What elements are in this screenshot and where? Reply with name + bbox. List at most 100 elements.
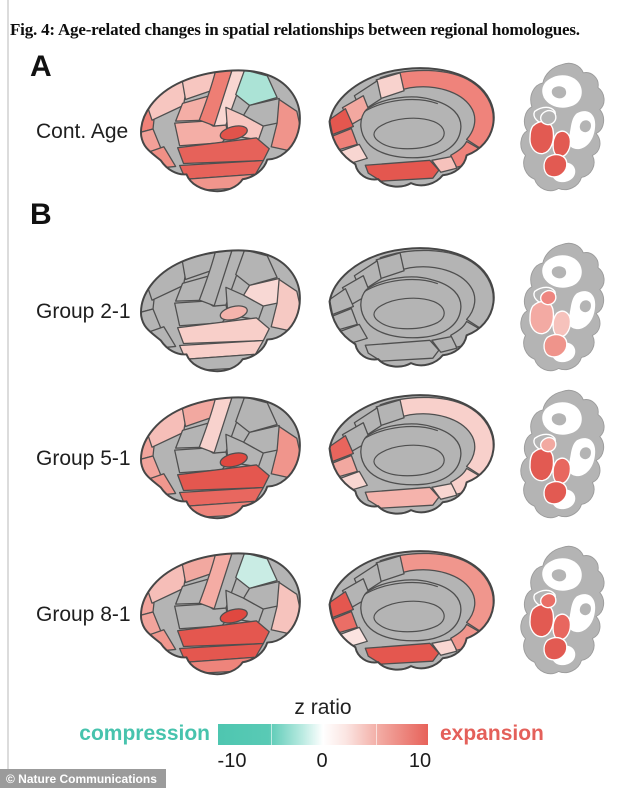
superior-parietal-region bbox=[235, 397, 278, 434]
inferior-parietal-region bbox=[242, 277, 288, 307]
coronal-slice-view bbox=[520, 545, 605, 675]
lateral-brain-view bbox=[140, 69, 301, 193]
coronal-slice-view bbox=[520, 389, 605, 519]
entorhinal-region bbox=[431, 155, 458, 173]
entorhinal-region bbox=[431, 638, 458, 656]
fusiform-region bbox=[364, 339, 440, 362]
slice-gray-island bbox=[550, 84, 568, 100]
hippocampus-blob-region bbox=[543, 636, 568, 661]
colorbar-tick-max: 10 bbox=[408, 750, 432, 772]
page-left-border bbox=[7, 0, 9, 788]
cingulate-line bbox=[364, 425, 439, 440]
inferior-parietal-region bbox=[242, 97, 288, 127]
figure-row: Group 8-1 bbox=[0, 541, 634, 688]
cingulate-line bbox=[364, 98, 439, 113]
medial-wall-region bbox=[360, 276, 462, 339]
brain-outline bbox=[328, 394, 495, 515]
slice-gray-island bbox=[550, 567, 568, 583]
medial-brain-view bbox=[328, 550, 495, 671]
thalamus-blob-region bbox=[552, 130, 572, 158]
postcentral-region bbox=[213, 397, 247, 454]
entorhinal-region bbox=[431, 482, 458, 500]
putamen-blob-region bbox=[529, 603, 555, 638]
medial-wall-region bbox=[360, 96, 462, 159]
row-label: Group 8-1 bbox=[36, 602, 131, 626]
brain-outline bbox=[140, 396, 301, 520]
caudate-blob-region bbox=[540, 109, 557, 126]
colorbar-legend: z ratio compression expansion -10 0 10 bbox=[0, 694, 634, 788]
slice-cortex-ribbon bbox=[520, 62, 605, 192]
slice-gray-island bbox=[578, 118, 593, 134]
slice-gray-island bbox=[550, 264, 568, 280]
inferior-parietal-region bbox=[242, 424, 288, 454]
figure-title: Fig. 4: Age-related changes in spatial r… bbox=[10, 20, 580, 39]
colorbar-tick-zero: 0 bbox=[316, 750, 328, 772]
hippocampus-blob-region bbox=[543, 153, 568, 178]
medial-brain-view bbox=[328, 247, 495, 368]
caudate-blob-region bbox=[540, 436, 557, 453]
coronal-slice-view bbox=[520, 62, 605, 192]
thalamus-blob-region bbox=[552, 457, 572, 485]
fusiform-region bbox=[364, 642, 440, 665]
thalamus-blob-region bbox=[552, 613, 572, 641]
row-label: Cont. Age bbox=[36, 119, 129, 143]
thalamus-blob-region bbox=[552, 310, 572, 338]
lateral-brain-view bbox=[140, 552, 301, 676]
slice-cortex-ribbon bbox=[520, 242, 605, 372]
superior-temporal-region bbox=[176, 137, 270, 165]
slice-gray-island bbox=[578, 445, 593, 461]
hippocampus-blob-region bbox=[543, 480, 568, 505]
superior-parietal-region bbox=[235, 553, 278, 590]
colorbar-title: z ratio bbox=[294, 696, 352, 719]
figure-row: Group 5-1 bbox=[0, 385, 634, 532]
insula-region bbox=[219, 608, 248, 624]
colorbar-gradient bbox=[218, 724, 428, 745]
superior-temporal-region bbox=[176, 317, 270, 345]
precentral-region bbox=[198, 553, 234, 610]
brain-outline bbox=[328, 550, 495, 671]
slice-gray-island bbox=[550, 411, 568, 427]
coronal-slice-view bbox=[520, 242, 605, 372]
entorhinal-region bbox=[431, 335, 458, 353]
corpus-callosum-line bbox=[373, 444, 445, 477]
postcentral-region bbox=[213, 250, 247, 307]
postcentral-region bbox=[213, 553, 247, 610]
brain-outline bbox=[328, 247, 495, 368]
slice-cortex-ribbon bbox=[520, 389, 605, 519]
caudate-blob-region bbox=[540, 289, 557, 306]
superior-parietal-region bbox=[235, 250, 278, 287]
precentral-region bbox=[198, 397, 234, 454]
row-label: Group 2-1 bbox=[36, 299, 131, 323]
expansion-label: expansion bbox=[440, 722, 544, 745]
precentral-region bbox=[198, 250, 234, 307]
medial-wall-region bbox=[360, 579, 462, 642]
colorbar-divider bbox=[270, 724, 272, 745]
lateral-brain-view bbox=[140, 396, 301, 520]
caudate-blob-region bbox=[540, 592, 557, 609]
colorbar-divider bbox=[323, 724, 324, 745]
medial-brain-view bbox=[328, 67, 495, 188]
compression-label: compression bbox=[79, 722, 210, 745]
slice-gray-island bbox=[578, 601, 593, 617]
precentral-region bbox=[198, 70, 234, 127]
postcentral-region bbox=[213, 70, 247, 127]
panel-a-label: A bbox=[30, 50, 52, 83]
colorbar-divider bbox=[375, 724, 377, 745]
figure-rows: Cont. Age bbox=[0, 58, 634, 688]
corpus-callosum-line bbox=[373, 117, 445, 150]
hippocampus-blob-region bbox=[543, 333, 568, 358]
insula-region bbox=[219, 452, 248, 468]
medial-wall-region bbox=[360, 423, 462, 486]
insula-region bbox=[219, 125, 248, 141]
figure-row: Group 2-1 bbox=[0, 238, 634, 385]
putamen-blob-region bbox=[529, 447, 555, 482]
slice-gray-island bbox=[578, 298, 593, 314]
figure-row: Cont. Age bbox=[0, 58, 634, 205]
superior-parietal-region bbox=[235, 70, 278, 107]
fusiform-region bbox=[364, 486, 440, 509]
lateral-brain-view bbox=[140, 249, 301, 373]
fusiform-region bbox=[364, 159, 440, 182]
putamen-blob-region bbox=[529, 300, 555, 335]
corpus-callosum-line bbox=[373, 600, 445, 633]
